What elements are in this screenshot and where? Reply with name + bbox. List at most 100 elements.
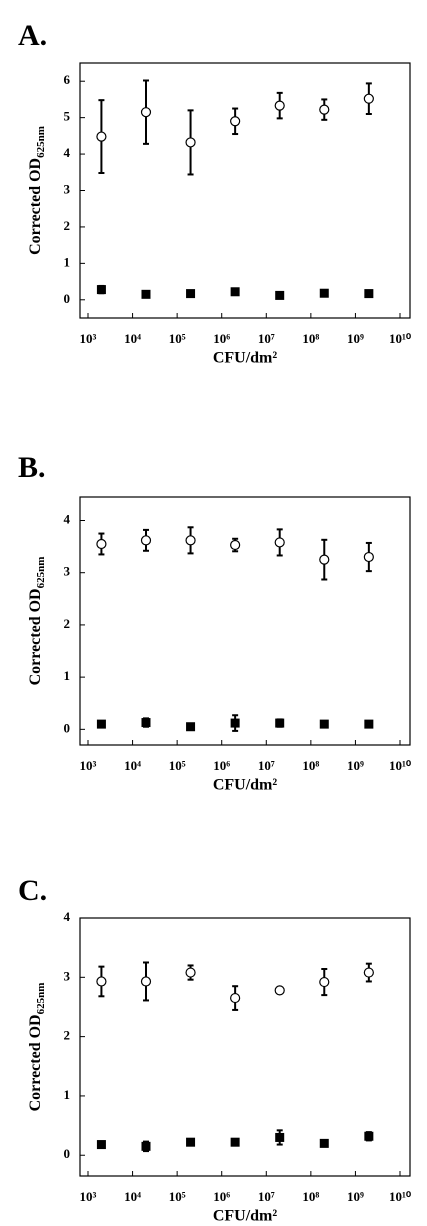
point: [230, 1137, 240, 1147]
x-tick-label: 10³: [80, 758, 97, 773]
x-axis-label: CFU/dm²: [213, 777, 278, 794]
point: [141, 289, 151, 299]
point: [96, 976, 107, 987]
y-axis-label: Corrected OD625nm: [27, 126, 47, 255]
point: [275, 290, 285, 300]
point: [140, 107, 152, 118]
point: [230, 718, 240, 728]
y-axis-label-subscript: 625nm: [35, 126, 47, 158]
point: [185, 137, 196, 148]
x-tick-label: 10¹⁰: [389, 331, 412, 346]
point: [140, 976, 152, 987]
point: [186, 289, 196, 299]
point: [96, 538, 107, 550]
x-tick-label: 10⁸: [302, 331, 319, 346]
point: [319, 288, 329, 298]
x-axis-label: CFU/dm²: [213, 1208, 278, 1225]
plot-frame: [79, 917, 411, 1177]
x-tick-label: 10⁸: [302, 758, 319, 773]
y-tick-label: 0: [64, 1146, 71, 1161]
panel-title: A.: [18, 19, 47, 52]
x-tick-label: 10⁵: [169, 331, 186, 346]
panel-title: C.: [18, 874, 47, 907]
point: [364, 719, 374, 729]
point: [186, 1137, 196, 1147]
y-tick-label: 3: [64, 181, 71, 196]
point: [96, 131, 107, 142]
y-tick-label: 4: [64, 511, 71, 526]
y-tick-label: 3: [64, 968, 71, 983]
point: [96, 719, 106, 729]
x-tick-label: 10⁶: [213, 331, 230, 346]
y-tick-label: 2: [64, 1028, 71, 1043]
point: [274, 100, 285, 111]
point: [364, 1131, 374, 1141]
y-tick-label: 6: [64, 72, 71, 87]
x-tick-label: 10⁹: [347, 1189, 364, 1204]
point: [141, 1141, 151, 1151]
x-tick-label: 10³: [80, 1189, 97, 1204]
x-tick-label: 10⁴: [124, 758, 141, 773]
point: [363, 551, 374, 563]
point: [363, 967, 374, 978]
point: [363, 93, 374, 104]
y-axis-label-text: Corrected OD: [27, 588, 44, 685]
y-tick-label: 2: [64, 218, 71, 233]
x-tick-label: 10⁹: [347, 331, 364, 346]
x-tick-label: 10⁶: [213, 758, 230, 773]
panel-title: B.: [18, 451, 46, 484]
point: [96, 1140, 106, 1150]
point: [319, 104, 330, 115]
panel: B. 0 1 2 3 4 10³ 10⁴ 10⁵ 10⁶ 10⁷ 10⁸ 10⁹ 10¹⁰ CFU/dm² C…: [18, 451, 412, 794]
point: [141, 718, 151, 728]
point: [319, 976, 330, 988]
point: [274, 985, 285, 996]
point: [185, 535, 196, 546]
y-tick-label: 5: [64, 109, 71, 124]
point: [230, 287, 240, 297]
point: [230, 992, 241, 1004]
y-tick-label: 0: [64, 291, 71, 306]
y-axis-label-subscript: 625nm: [35, 983, 47, 1015]
x-tick-label: 10⁴: [124, 1189, 141, 1204]
point: [274, 537, 285, 548]
x-tick-label: 10⁹: [347, 758, 364, 773]
point: [185, 967, 196, 978]
x-tick-label: 10¹⁰: [389, 1189, 412, 1204]
panel: C. 0 1 2 3 4 10³ 10⁴ 10⁵ 10⁶ 10⁷ 10⁸ 10⁹ 10¹⁰ CFU/dm² C…: [18, 874, 412, 1225]
point: [319, 554, 330, 565]
x-tick-label: 10³: [80, 331, 97, 346]
y-axis-label-text: Corrected OD: [27, 158, 44, 255]
point: [364, 289, 374, 299]
x-tick-label: 10⁷: [258, 331, 275, 346]
y-tick-label: 1: [64, 1087, 71, 1102]
point: [96, 285, 106, 295]
panel: A. 0 1 2 3 4 5 6 10³ 10⁴ 10⁵ 10⁶ 10⁷ 10⁸ 10⁹ 10¹⁰ CFU/dm…: [18, 19, 412, 367]
point: [275, 718, 285, 728]
y-axis-label: Corrected OD625nm: [27, 983, 47, 1112]
x-tick-label: 10⁴: [124, 331, 141, 346]
y-axis-label-subscript: 625nm: [35, 557, 47, 589]
plot-frame: [79, 62, 411, 319]
y-tick-label: 2: [64, 616, 71, 631]
x-axis-label: CFU/dm²: [213, 350, 278, 367]
x-tick-label: 10⁵: [169, 758, 186, 773]
point: [230, 539, 241, 551]
y-tick-label: 1: [64, 254, 71, 269]
x-tick-label: 10¹⁰: [389, 758, 412, 773]
point: [140, 535, 152, 546]
y-tick-label: 0: [64, 720, 71, 735]
y-tick-label: 1: [64, 668, 71, 683]
point: [186, 722, 196, 732]
x-tick-label: 10⁷: [258, 1189, 275, 1204]
y-tick-label: 4: [64, 145, 71, 160]
y-tick-label: 3: [64, 564, 71, 579]
point: [275, 1132, 285, 1142]
point: [319, 719, 329, 729]
x-tick-label: 10⁸: [302, 1189, 319, 1204]
y-tick-label: 4: [64, 909, 71, 924]
plot-frame: [79, 496, 411, 746]
y-axis-label: Corrected OD625nm: [27, 557, 47, 686]
point: [230, 116, 241, 127]
